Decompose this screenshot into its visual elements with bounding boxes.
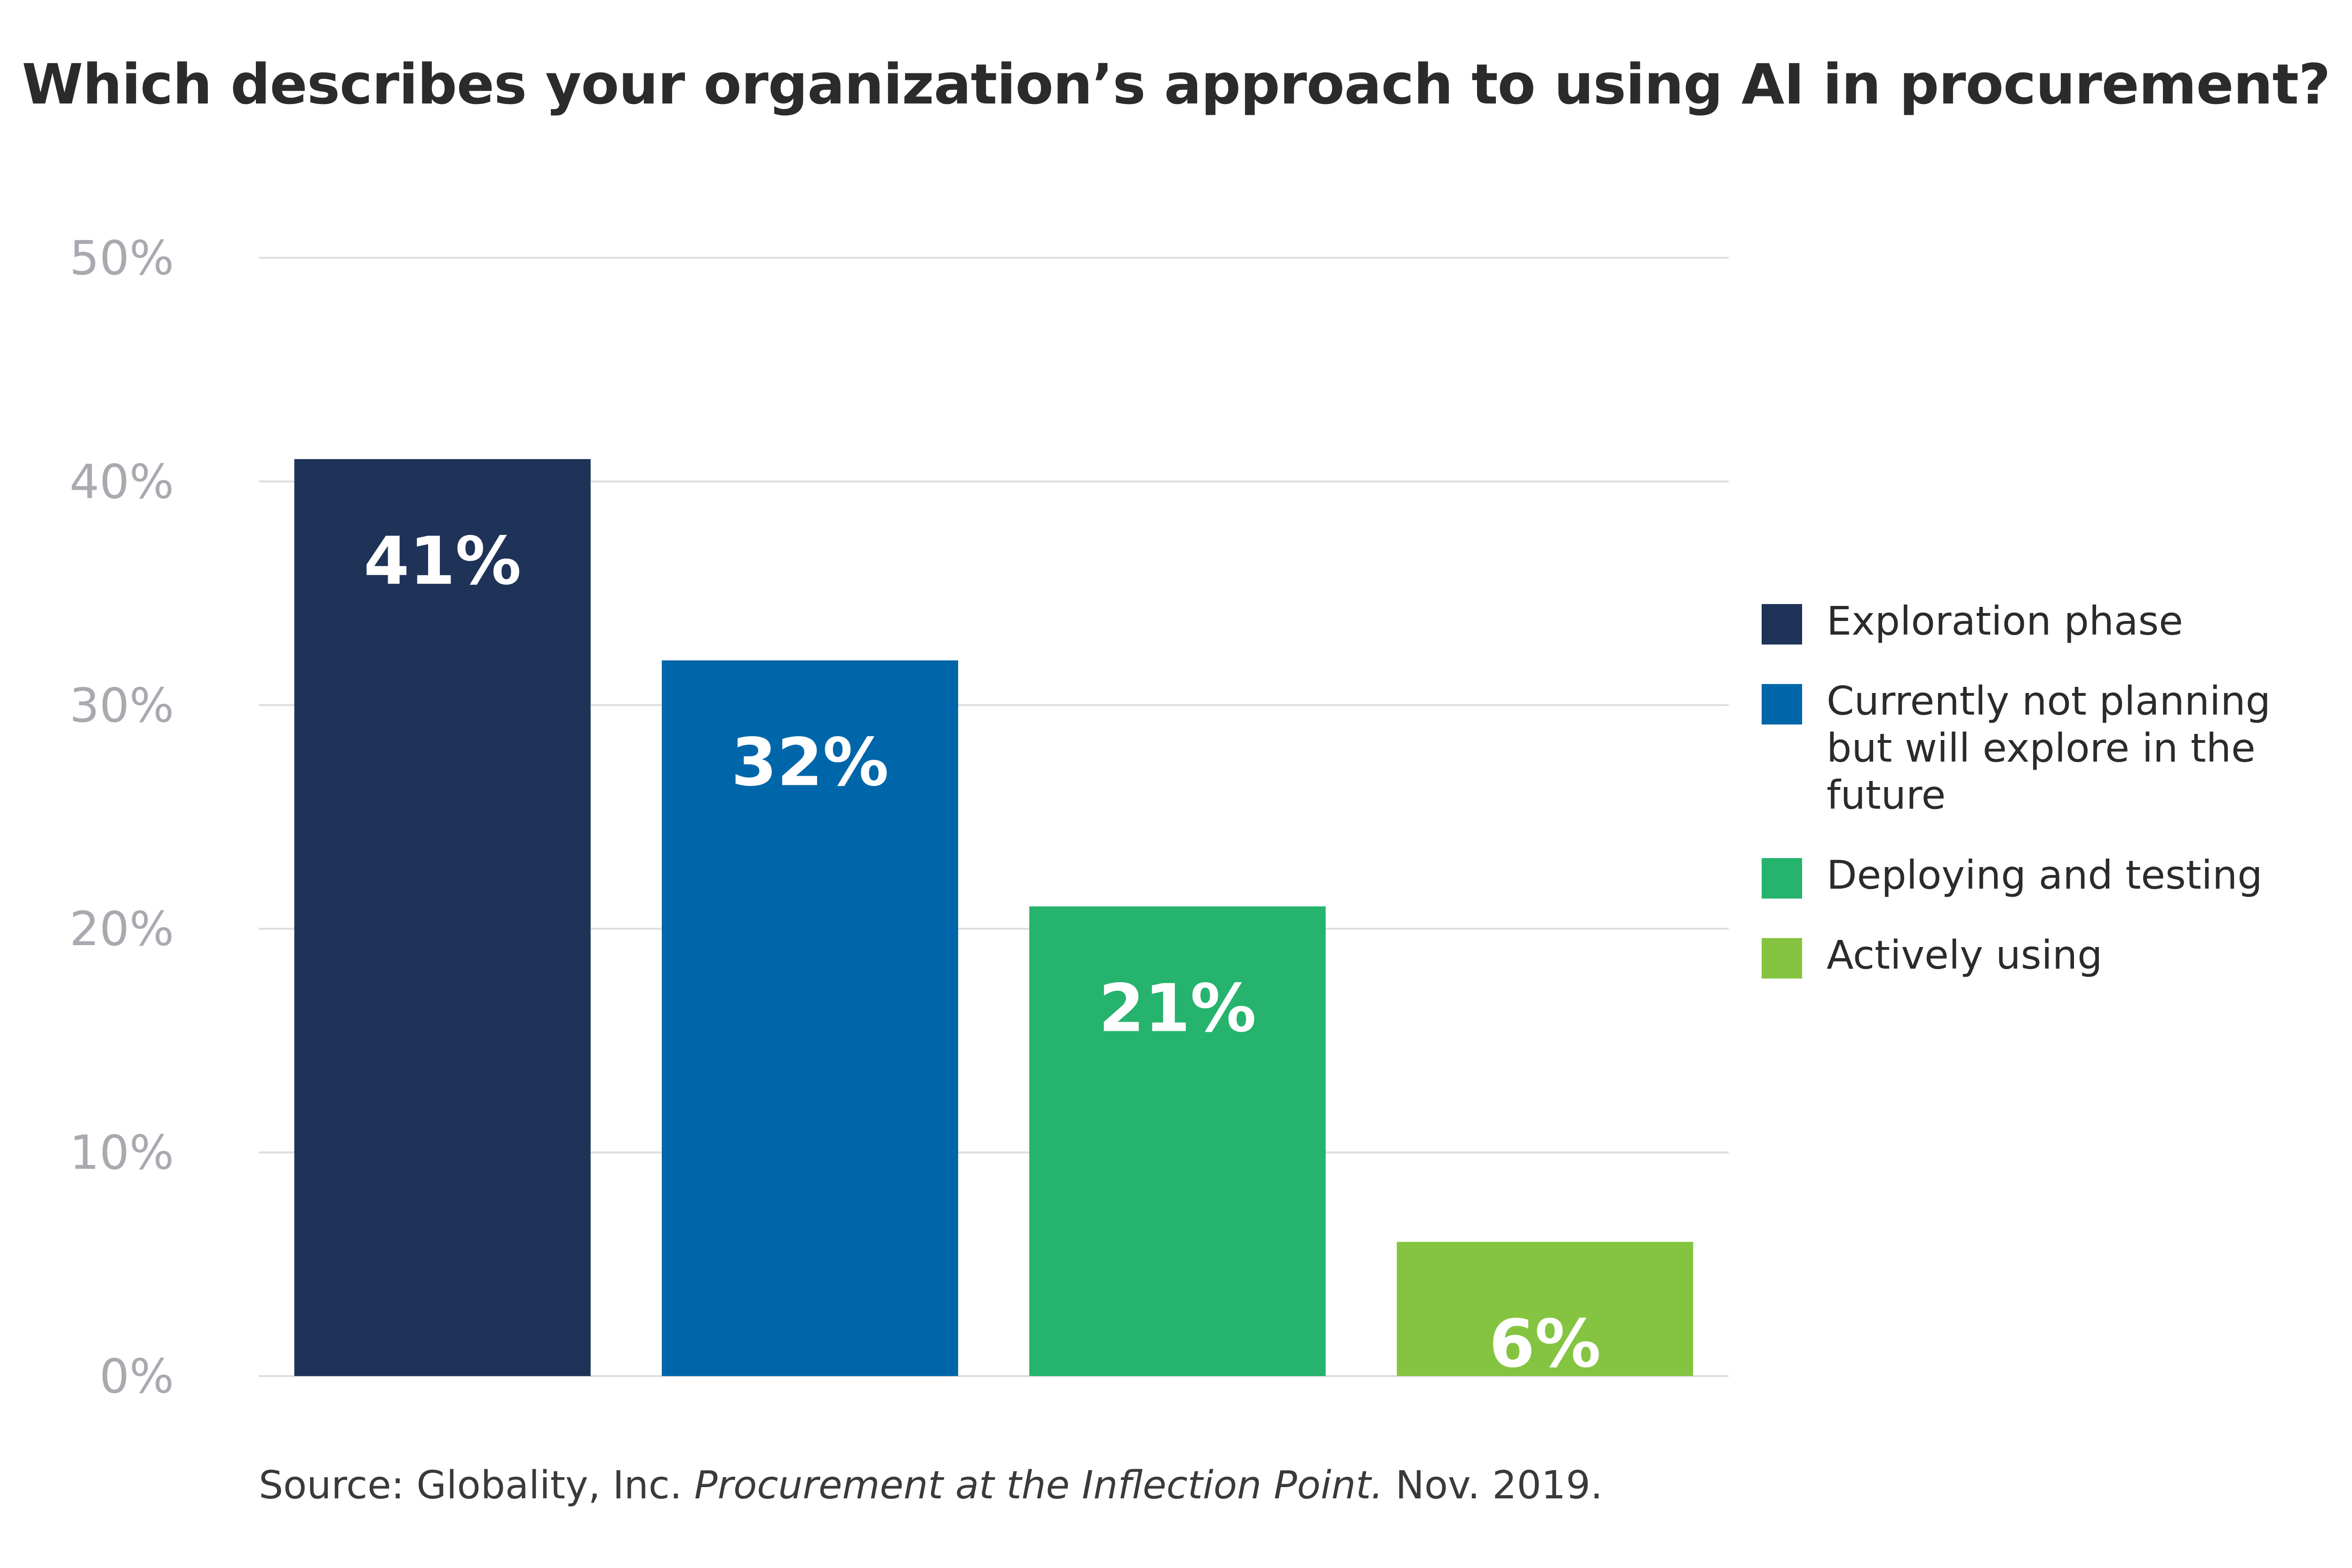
legend-swatch: [1762, 684, 1802, 724]
y-tick-label: 50%: [70, 231, 174, 286]
bar-value-labels: 41% 32% 21% 6%: [364, 523, 1601, 1383]
chart-title: Which describes your organization’s appr…: [22, 52, 2330, 117]
bar-value-label: 21%: [1099, 971, 1256, 1047]
y-tick-label: 0%: [99, 1349, 174, 1404]
source-prefix: Source: Globality, Inc.: [259, 1463, 694, 1508]
legend-item-not-planning: Currently not planning but will explore …: [1762, 677, 2326, 819]
legend-item-actively-using: Actively using: [1762, 931, 2326, 979]
legend-swatch: [1762, 604, 1802, 645]
legend-swatch: [1762, 938, 1802, 979]
y-axis-ticks: 0% 10% 20% 30% 40% 50%: [70, 231, 174, 1404]
legend-label: Actively using: [1827, 932, 2103, 978]
bar-value-label: 32%: [731, 724, 889, 801]
legend-item-deploying: Deploying and testing: [1762, 852, 2326, 899]
legend-item-exploration: Exploration phase: [1762, 597, 2326, 645]
bar: [661, 660, 958, 1376]
bar: [1397, 1242, 1693, 1376]
y-tick-label: 20%: [70, 901, 174, 956]
y-tick-label: 40%: [70, 454, 174, 509]
legend-label: Deploying and testing: [1827, 852, 2263, 898]
legend: Exploration phase Currently not planning…: [1762, 597, 2326, 1011]
legend-swatch: [1762, 858, 1802, 899]
bar: [1029, 906, 1326, 1376]
legend-label: Exploration phase: [1827, 598, 2183, 644]
y-tick-label: 10%: [70, 1125, 174, 1180]
source-publication: Procurement at the Inflection Point.: [694, 1463, 1383, 1508]
bars: [294, 459, 1693, 1376]
source-suffix: Nov. 2019.: [1383, 1463, 1603, 1508]
bar-value-label: 41%: [364, 523, 521, 600]
y-tick-label: 30%: [70, 678, 174, 733]
source-note: Source: Globality, Inc. Procurement at t…: [259, 1463, 1603, 1508]
legend-label: Currently not planning but will explore …: [1827, 678, 2271, 818]
bar: [294, 459, 591, 1376]
bar-value-label: 6%: [1489, 1306, 1601, 1383]
